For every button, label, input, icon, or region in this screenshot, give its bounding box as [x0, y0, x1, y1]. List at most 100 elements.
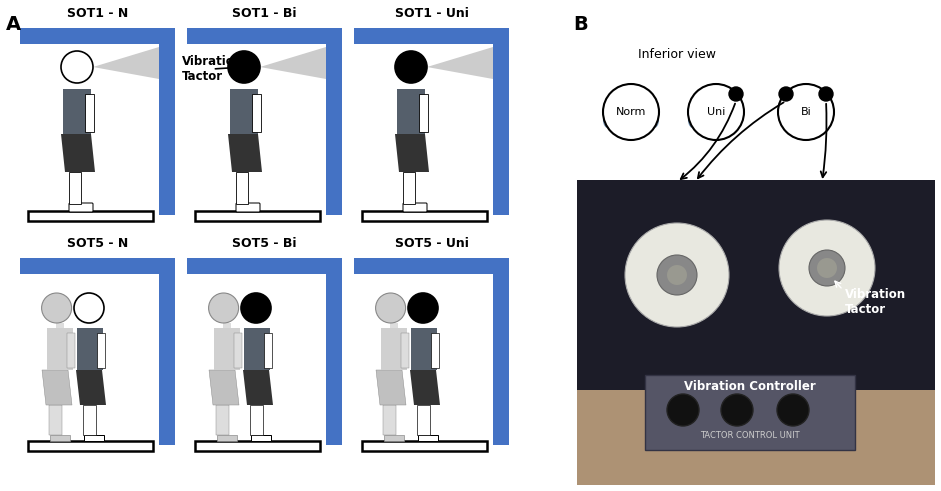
Polygon shape [42, 370, 72, 405]
Circle shape [625, 223, 729, 327]
Circle shape [688, 84, 744, 140]
Bar [49, 405, 62, 435]
Text: SOT5 - Uni: SOT5 - Uni [394, 237, 469, 250]
Circle shape [809, 250, 845, 286]
Circle shape [408, 293, 438, 323]
Bar [28, 441, 153, 451]
Bar [493, 258, 509, 445]
Bar [214, 328, 240, 370]
Bar [223, 323, 231, 328]
Circle shape [657, 255, 697, 295]
Polygon shape [228, 134, 262, 172]
Bar [77, 328, 103, 370]
Bar [187, 258, 326, 274]
Polygon shape [410, 370, 440, 405]
Ellipse shape [689, 112, 699, 128]
Text: Uni: Uni [707, 107, 726, 117]
Bar [401, 333, 409, 368]
Circle shape [61, 51, 93, 83]
Bar [251, 435, 271, 441]
Bar [577, 390, 935, 485]
Bar [86, 323, 94, 328]
Bar [47, 328, 73, 370]
Bar [406, 83, 414, 89]
Bar [420, 323, 428, 328]
Text: Bi: Bi [801, 107, 811, 117]
Polygon shape [209, 370, 239, 405]
Bar [63, 89, 91, 134]
Text: Vibration
Tactor: Vibration Tactor [182, 55, 243, 83]
Bar [354, 28, 493, 44]
Circle shape [667, 265, 687, 285]
Bar [230, 89, 258, 134]
Bar [431, 333, 439, 368]
Circle shape [41, 293, 72, 323]
Polygon shape [61, 134, 95, 172]
Bar [187, 28, 326, 44]
Bar [397, 89, 425, 134]
Bar [20, 28, 159, 44]
Text: A: A [6, 15, 21, 34]
Bar [239, 83, 247, 89]
Bar [390, 323, 398, 328]
Text: TACTOR CONTROL UNIT: TACTOR CONTROL UNIT [700, 431, 800, 439]
Circle shape [817, 258, 837, 278]
Polygon shape [260, 47, 326, 79]
Circle shape [228, 51, 260, 83]
Bar [384, 435, 404, 441]
Ellipse shape [603, 112, 614, 128]
Bar [83, 405, 96, 435]
Circle shape [777, 394, 809, 426]
Bar [403, 172, 415, 204]
Circle shape [779, 87, 793, 101]
Bar [159, 28, 175, 215]
Polygon shape [93, 47, 159, 79]
Circle shape [395, 51, 427, 83]
Bar [72, 83, 80, 89]
FancyBboxPatch shape [69, 203, 93, 212]
Bar [418, 435, 438, 441]
Circle shape [241, 293, 271, 323]
Bar [577, 180, 935, 485]
Bar [354, 258, 493, 274]
Text: B: B [573, 15, 588, 34]
Bar [234, 333, 242, 368]
Polygon shape [243, 370, 273, 405]
Bar [250, 405, 263, 435]
Bar [159, 258, 175, 445]
Bar [326, 258, 342, 445]
Circle shape [667, 394, 699, 426]
Bar [56, 323, 64, 328]
Bar [383, 405, 396, 435]
Bar [50, 435, 70, 441]
Bar [645, 375, 855, 450]
Polygon shape [76, 370, 106, 405]
Bar [195, 211, 320, 221]
Bar [67, 333, 75, 368]
Bar [20, 258, 159, 274]
Bar [84, 435, 104, 441]
Ellipse shape [647, 112, 659, 128]
Polygon shape [427, 47, 493, 79]
Polygon shape [395, 134, 429, 172]
FancyBboxPatch shape [403, 203, 427, 212]
Bar [252, 94, 261, 132]
Circle shape [375, 293, 406, 323]
Bar [69, 172, 81, 204]
Circle shape [74, 293, 104, 323]
Text: SOT1 - N: SOT1 - N [67, 7, 128, 20]
Bar [326, 28, 342, 215]
Circle shape [729, 87, 743, 101]
Bar [411, 328, 437, 370]
Text: Norm: Norm [615, 107, 646, 117]
Text: SOT5 - Bi: SOT5 - Bi [232, 237, 296, 250]
Text: SOT1 - Bi: SOT1 - Bi [232, 7, 296, 20]
Circle shape [779, 220, 875, 316]
Bar [362, 441, 487, 451]
Text: Vibration Controller: Vibration Controller [684, 381, 816, 393]
Text: SOT1 - Uni: SOT1 - Uni [394, 7, 469, 20]
Bar [195, 441, 320, 451]
Bar [236, 172, 248, 204]
Bar [493, 28, 509, 215]
Bar [216, 405, 229, 435]
